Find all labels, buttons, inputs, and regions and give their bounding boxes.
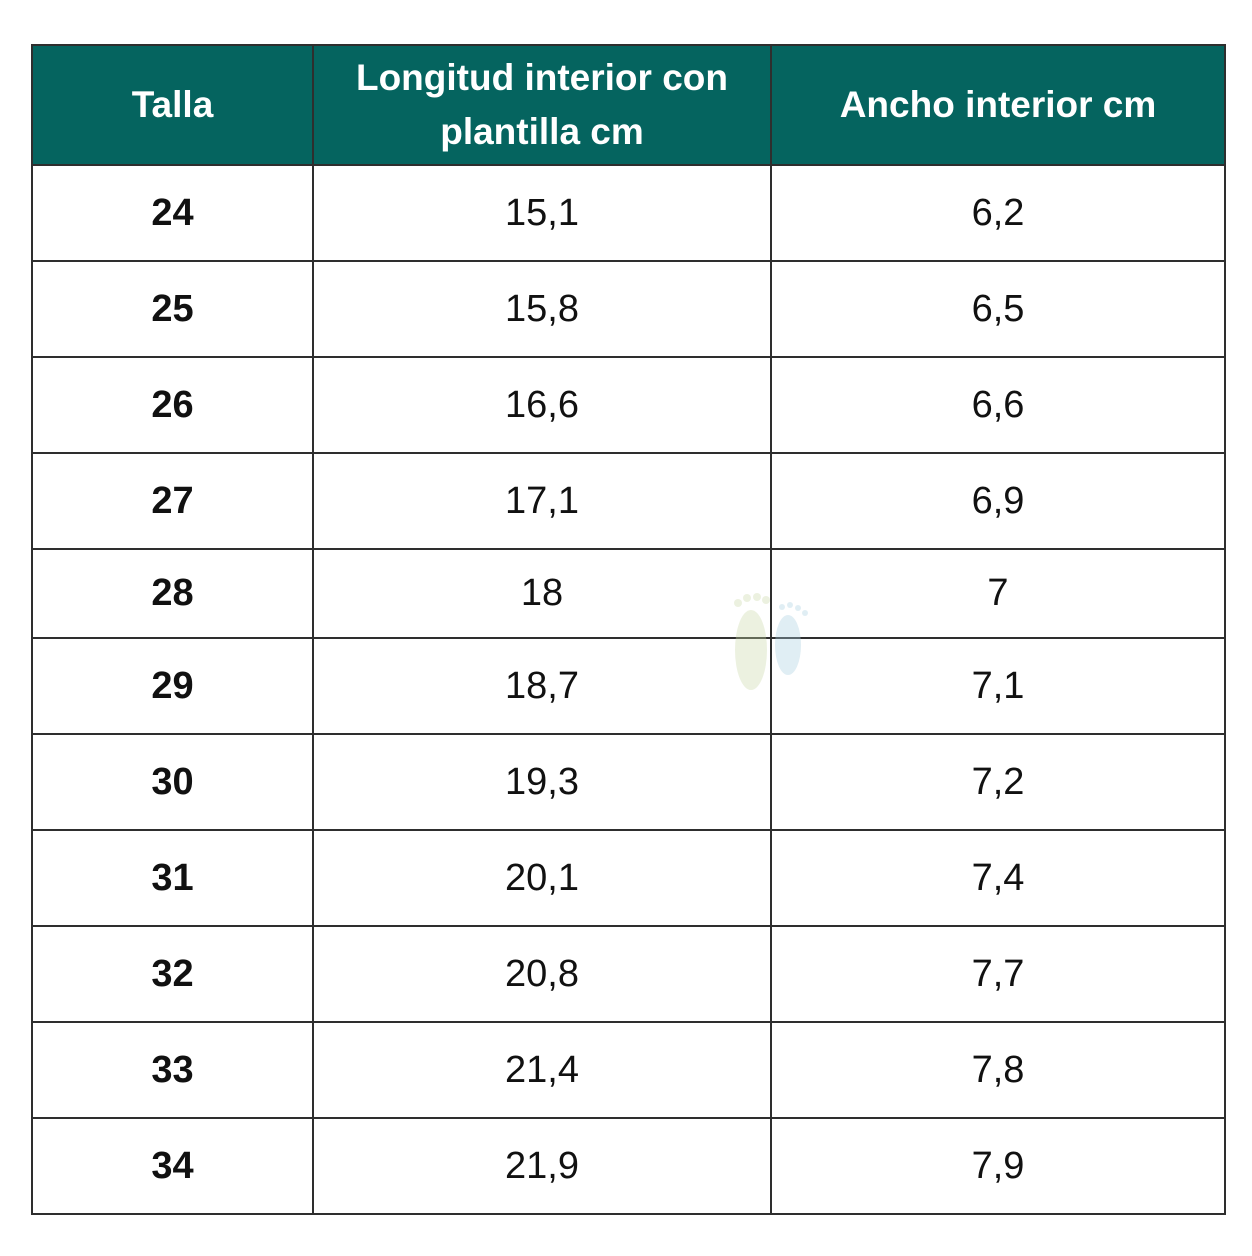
value-cell: 20,1	[312, 829, 772, 927]
table-row: 34 21,9 7,9	[31, 1117, 1226, 1215]
value-cell: 7,2	[770, 733, 1226, 831]
value-cell: 7,4	[770, 829, 1226, 927]
table-row: 26 16,6 6,6	[31, 356, 1226, 454]
value-cell: 7,7	[770, 925, 1226, 1023]
value-cell: 20,8	[312, 925, 772, 1023]
header-row: Talla Longitud interior con plantilla cm A…	[31, 44, 1226, 166]
value-cell: 16,6	[312, 356, 772, 454]
header-cell: Talla	[31, 44, 314, 166]
table-row: 31 20,1 7,4	[31, 829, 1226, 927]
value-cell: 7	[770, 548, 1226, 639]
size-table: Talla Longitud interior con plantilla cm A…	[31, 44, 1226, 1215]
table-row: 29 18,7 7,1	[31, 637, 1226, 735]
value-cell: 18	[312, 548, 772, 639]
size-cell: 29	[31, 637, 314, 735]
size-cell: 24	[31, 164, 314, 262]
value-cell: 7,1	[770, 637, 1226, 735]
value-cell: 6,6	[770, 356, 1226, 454]
header-text: Talla	[131, 84, 214, 126]
header-cell: Ancho interior cm	[770, 44, 1226, 166]
value-cell: 7,9	[770, 1117, 1226, 1215]
table-row: 28 18 7	[31, 548, 1226, 639]
size-cell: 26	[31, 356, 314, 454]
value-cell: 6,5	[770, 260, 1226, 358]
table-row: 33 21,4 7,8	[31, 1021, 1226, 1119]
table-row: 25 15,8 6,5	[31, 260, 1226, 358]
value-cell: 21,4	[312, 1021, 772, 1119]
value-cell: 19,3	[312, 733, 772, 831]
header-text: Longitud interior con plantilla cm	[355, 57, 728, 152]
table-row: 32 20,8 7,7	[31, 925, 1226, 1023]
value-cell: 18,7	[312, 637, 772, 735]
size-cell: 27	[31, 452, 314, 550]
value-cell: 21,9	[312, 1117, 772, 1215]
header-cell: Longitud interior con plantilla cm	[312, 44, 772, 166]
table-row: 30 19,3 7,2	[31, 733, 1226, 831]
value-cell: 6,2	[770, 164, 1226, 262]
watermark	[734, 593, 808, 690]
header-text: Ancho interior cm	[839, 84, 1157, 126]
value-cell: 15,1	[312, 164, 772, 262]
value-cell: 15,8	[312, 260, 772, 358]
size-cell: 28	[31, 548, 314, 639]
size-cell: 34	[31, 1117, 314, 1215]
value-cell: 6,9	[770, 452, 1226, 550]
value-cell: 7,8	[770, 1021, 1226, 1119]
table-row: 24 15,1 6,2	[31, 164, 1226, 262]
table-row: 27 17,1 6,9	[31, 452, 1226, 550]
size-cell: 31	[31, 829, 314, 927]
size-cell: 30	[31, 733, 314, 831]
value-cell: 17,1	[312, 452, 772, 550]
size-cell: 32	[31, 925, 314, 1023]
size-cell: 33	[31, 1021, 314, 1119]
size-cell: 25	[31, 260, 314, 358]
table-body: 24 15,1 6,2 25 15,8 6,5 26 16,6 6,6 27 17,1 6,9 28 18…	[31, 164, 1226, 1215]
